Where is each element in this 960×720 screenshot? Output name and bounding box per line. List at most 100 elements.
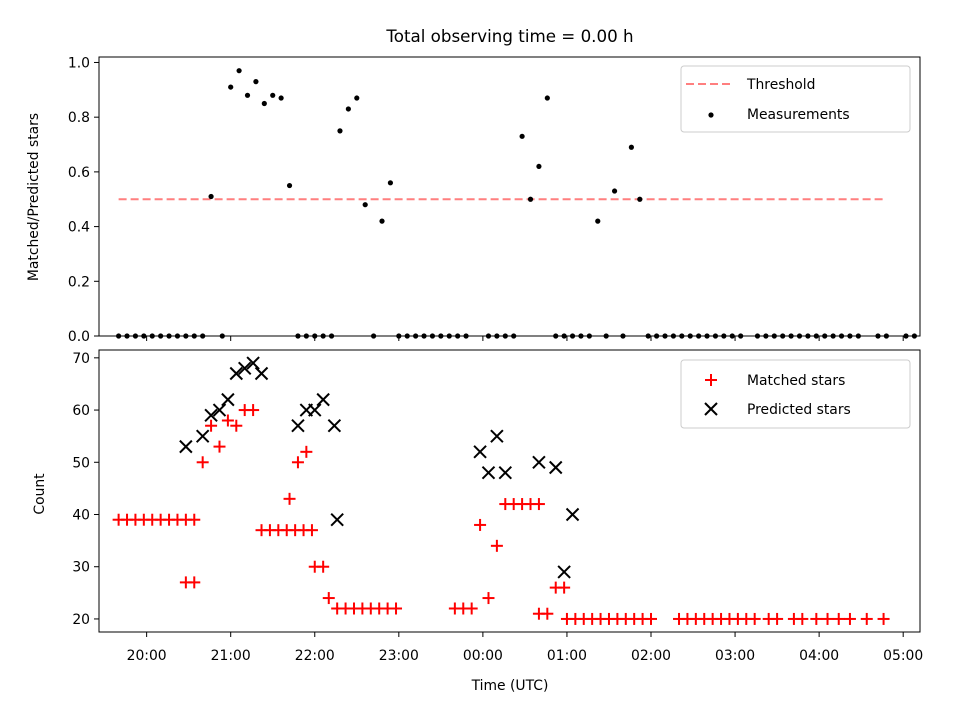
x-tick-label: 20:00: [127, 648, 167, 664]
bottom-y-axis-label: Count: [32, 473, 48, 515]
predicted-star-point: [291, 419, 305, 433]
measurement-point: [116, 333, 122, 339]
matched-star-point: [196, 456, 209, 469]
measurement-point: [611, 188, 618, 194]
matched-star-point: [482, 592, 495, 605]
measurement-point: [511, 333, 517, 339]
top-plot-frame: [98, 56, 921, 337]
measurement-point: [822, 333, 828, 339]
measurement-point: [404, 333, 410, 339]
predicted-star-point: [237, 361, 252, 375]
measurement-point: [830, 333, 836, 339]
predicted-star-point: [490, 429, 504, 443]
measurement-point: [421, 333, 427, 339]
x-tick-label: 02:00: [631, 648, 671, 664]
measurement-point: [244, 92, 251, 98]
top-y-tick-label: 0.8: [68, 110, 90, 126]
matched-star-point: [860, 612, 873, 625]
x-tick-label: 04:00: [799, 648, 839, 664]
measurement-point: [132, 333, 139, 339]
matched-star-point: [300, 445, 313, 458]
measurement-point: [320, 333, 326, 339]
predicted-star-point: [195, 429, 210, 443]
measurement-point: [679, 333, 685, 339]
predicted-star-point: [565, 507, 580, 522]
matched-star-point: [821, 612, 834, 625]
top-panel: 0.0 0.2 0.4 0.6 0.8 1.0 Matched/Predicted sta…: [26, 55, 921, 345]
measurement-point: [712, 333, 719, 339]
predicted-star-point: [221, 392, 235, 407]
predicted-star-point: [330, 513, 344, 527]
measurement-point: [662, 333, 668, 339]
measurement-point: [208, 193, 214, 200]
predicted-star-point: [316, 392, 330, 407]
measurement-point: [312, 333, 318, 339]
predicted-star-point: [473, 445, 487, 459]
x-tick-label: 00:00: [463, 648, 503, 664]
matched-star-point: [205, 419, 218, 432]
measurement-point: [387, 180, 394, 186]
measurement-point: [578, 333, 584, 339]
matched-star-point: [390, 602, 403, 615]
measurement-point: [628, 144, 634, 150]
top-y-ticks: 0.0 0.2 0.4 0.6 0.8 1.0: [68, 55, 99, 345]
x-tick-label: 22:00: [295, 648, 335, 664]
measurement-point: [561, 333, 567, 339]
top-legend-box: [680, 65, 911, 133]
measurement-point: [124, 333, 130, 339]
measurement-point: [569, 333, 576, 339]
predicted-star-point: [327, 419, 342, 433]
measurement-point: [738, 333, 744, 339]
measurement-point: [595, 218, 601, 224]
measurement-point: [149, 333, 155, 339]
measurement-point: [191, 333, 197, 339]
predicted-star-point: [179, 439, 193, 454]
matched-star-point: [541, 607, 554, 620]
measurement-point: [261, 100, 267, 107]
predicted-star-point: [246, 356, 260, 370]
measurement-point: [183, 333, 189, 339]
matched-star-point: [283, 492, 296, 505]
predicted-star-point: [557, 565, 571, 579]
measurement-point: [721, 333, 727, 339]
predicted-star-point: [212, 403, 227, 417]
measurement-point: [838, 333, 845, 339]
top-y-tick-label: 0.6: [68, 165, 90, 181]
measurement-point: [485, 333, 492, 339]
measurement-point: [286, 182, 293, 189]
top-legend: Threshold Measurements: [680, 65, 911, 133]
measurement-point: [270, 92, 276, 98]
measurement-point: [586, 333, 592, 339]
measurement-point: [141, 333, 147, 339]
matched-star-point: [221, 414, 234, 427]
matched-star-point: [465, 602, 478, 615]
bottom-y-tick-label: 70: [72, 351, 90, 367]
predicted-star-point: [254, 366, 269, 381]
legend-measurements-swatch: [708, 112, 714, 118]
matched-star-point: [832, 612, 845, 625]
x-tick-label: 21:00: [211, 648, 251, 664]
predicted-star-point: [532, 455, 546, 469]
legend-matched-label: Matched stars: [747, 373, 845, 389]
measurement-point: [228, 84, 234, 90]
measurement-point: [174, 333, 181, 339]
top-y-axis-label: Matched/Predicted stars: [26, 113, 42, 281]
legend-matched-swatch: [705, 374, 717, 386]
measurement-point: [219, 333, 225, 339]
measurement-point: [303, 333, 309, 339]
measurement-point: [645, 333, 651, 339]
x-tick-label: 03:00: [715, 648, 755, 664]
measurement-points: [116, 68, 917, 339]
top-y-tick-label: 0.2: [68, 274, 90, 290]
measurement-point: [429, 333, 436, 339]
measurement-point: [371, 333, 377, 339]
measurement-point: [855, 333, 861, 339]
matched-star-point: [877, 612, 890, 625]
matched-star-point: [810, 612, 823, 625]
measurement-point: [446, 333, 452, 339]
measurement-point: [463, 333, 469, 339]
x-tick-label: 05:00: [883, 648, 923, 664]
measurement-point: [788, 333, 794, 339]
matched-points: [112, 404, 890, 625]
